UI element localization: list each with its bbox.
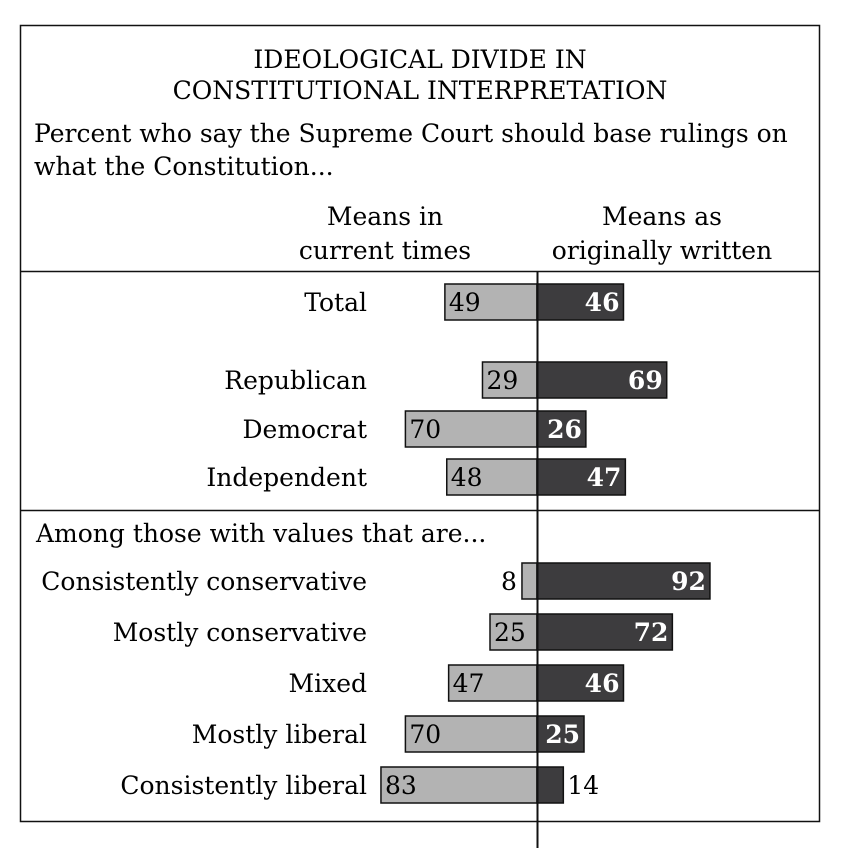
chart-frame	[19, 24, 821, 823]
title-line-1: IDEOLOGICAL DIVIDE IN	[253, 45, 586, 74]
legend-right-line-1: Means as	[602, 202, 722, 231]
category-label: Democrat	[243, 415, 368, 444]
value-label-current-times: 8	[501, 567, 517, 596]
bar-originally-written	[536, 458, 627, 496]
bar-current-times	[481, 361, 538, 399]
bar-current-times	[446, 458, 538, 496]
title-line-2: CONSTITUTIONAL INTERPRETATION	[173, 76, 668, 105]
legend-left-line-2: current times	[299, 236, 471, 265]
value-label-current-times: 25	[494, 618, 526, 647]
value-label-current-times: 49	[449, 288, 481, 317]
bar-originally-written	[536, 715, 585, 753]
value-label-originally-written: 47	[587, 463, 622, 492]
bar-current-times	[444, 283, 538, 321]
value-label-current-times: 70	[409, 720, 441, 749]
subtitle-line-1: Percent who say the Supreme Court should…	[34, 119, 788, 148]
category-label: Mostly liberal	[192, 720, 367, 749]
value-label-originally-written: 92	[671, 567, 706, 596]
value-label-current-times: 29	[486, 366, 518, 395]
value-label-current-times: 48	[451, 463, 483, 492]
bar-originally-written	[536, 664, 625, 702]
value-label-originally-written: 14	[567, 771, 599, 800]
bar-originally-written	[536, 283, 625, 321]
value-label-current-times: 70	[409, 415, 441, 444]
value-label-current-times: 47	[453, 669, 485, 698]
value-label-originally-written: 46	[585, 288, 620, 317]
category-label: Total	[304, 288, 367, 317]
bar-current-times	[404, 410, 538, 448]
bar-originally-written	[536, 613, 674, 651]
bar-current-times	[447, 664, 538, 702]
bar-current-times	[380, 766, 538, 804]
section-label: Among those with values that are...	[35, 519, 486, 548]
category-label: Republican	[224, 366, 367, 395]
category-label: Consistently conservative	[41, 567, 367, 596]
value-label-originally-written: 25	[545, 720, 580, 749]
subtitle-line-2: what the Constitution...	[34, 152, 334, 181]
category-label: Independent	[206, 463, 367, 492]
value-label-originally-written: 26	[547, 415, 582, 444]
legend-left-line-1: Means in	[327, 202, 443, 231]
category-label: Mostly conservative	[113, 618, 367, 647]
bar-originally-written	[536, 361, 668, 399]
value-label-originally-written: 72	[634, 618, 669, 647]
bar-originally-written	[536, 410, 587, 448]
category-label: Mixed	[289, 669, 368, 698]
value-label-originally-written: 69	[628, 366, 663, 395]
category-label: Consistently liberal	[120, 771, 367, 800]
value-label-originally-written: 46	[585, 669, 620, 698]
bar-current-times	[521, 562, 538, 600]
value-label-current-times: 83	[385, 771, 417, 800]
legend-right-line-2: originally written	[552, 236, 772, 265]
bar-originally-written	[536, 766, 565, 804]
